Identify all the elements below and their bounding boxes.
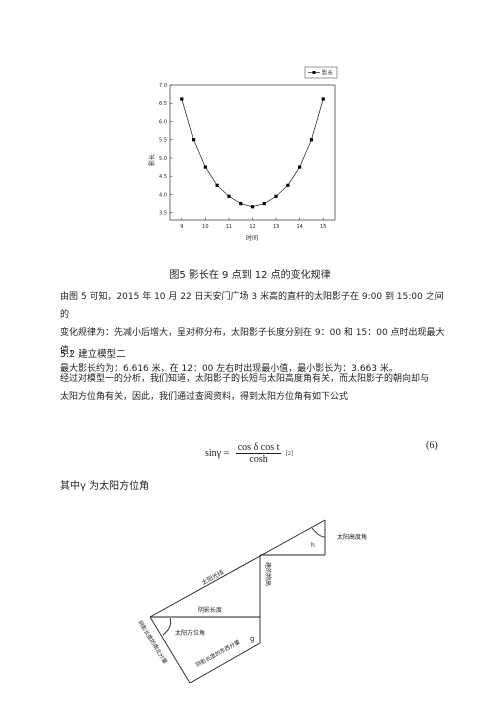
- where-note: 其中γ 为太阳方位角: [60, 481, 150, 492]
- series-line: [181, 98, 324, 208]
- label-g: g: [250, 635, 254, 643]
- label-ew-component: 阴影长度的东西分量: [194, 638, 242, 669]
- x-tick-label: 15: [320, 224, 326, 230]
- shadow-geometry-diagram: 太阳高度角 h 太阳光线 建的物高 阴影长度 太阳方位角 阴影长度的东西分量 阴…: [136, 519, 367, 684]
- data-point: [191, 138, 196, 142]
- section-heading: 5.2 建立模型二: [60, 349, 126, 360]
- formula-denominator: cosh: [249, 454, 268, 465]
- paragraph-model: 经过对模型一的分析，我们知道，太阳影子的长短与太阳高度角有关，而太阳影子的朝向却…: [60, 370, 450, 406]
- label-shadow-length: 阴影长度: [198, 606, 222, 614]
- shadow-length-chart: 3.5 4.0 4.5 5.0 5.5 6.0 6.5 7.0 9 10 11 12 13 14 15 影…: [148, 66, 338, 242]
- paragraph-result: 由图 5 可知，2015 年 10 月 22 日天安门广场 3 米高的直杆的太阳…: [60, 288, 450, 378]
- x-tick-label: 14: [296, 224, 302, 230]
- data-point: [262, 201, 266, 206]
- y-tick-label: 6.5: [159, 101, 167, 107]
- equation-number: (6): [426, 440, 438, 451]
- x-tick-label: 13: [273, 224, 279, 230]
- plot-frame: [169, 84, 336, 221]
- series-markers: [180, 97, 325, 209]
- data-point: [215, 183, 219, 187]
- data-point: [250, 205, 255, 209]
- data-point: [286, 183, 290, 187]
- data-point: [309, 138, 314, 142]
- y-tick-label: 5.0: [159, 156, 167, 162]
- ns-component-line: [149, 616, 191, 684]
- x-tick-label: 9: [180, 224, 183, 230]
- y-tick-label: 7.0: [159, 83, 167, 89]
- y-tick-label: 5.5: [159, 138, 167, 144]
- paragraph-line: 最大影长约为：6.616 米，在 12：00 左右时出现最小值，最小影长为：3.…: [60, 364, 398, 374]
- y-tick-label: 4.5: [159, 174, 167, 180]
- formula-lhs: sinγ =: [205, 447, 230, 459]
- label-ns-component: 阴影长度的南北分量: [136, 619, 169, 666]
- x-tick-label: 11: [226, 224, 232, 230]
- legend: 影长: [304, 66, 338, 79]
- data-point: [203, 165, 207, 169]
- legend-marker: [312, 71, 316, 74]
- paragraph-line: 由图 5 可知，2015 年 10 月 22 日天安门广场 3 米高的直杆的太阳…: [60, 292, 444, 320]
- data-point: [274, 194, 278, 198]
- sunray-line: [149, 519, 326, 618]
- y-axis-ticks: 3.5 4.0 4.5 5.0 5.5 6.0 6.5 7.0: [159, 83, 173, 217]
- altitude-arc: [311, 527, 326, 538]
- paragraph-line: 太阳方位角有关，因此，我们通过查阅资料，得到太阳方位角有如下公式: [60, 392, 349, 402]
- ew-component-line: [189, 642, 261, 684]
- data-point: [227, 194, 231, 198]
- label-h: h: [311, 542, 315, 549]
- formula-fraction: cos δ cos t cosh: [235, 442, 282, 465]
- label-azimuth: 太阳方位角: [175, 629, 205, 637]
- azimuth-arc: [162, 617, 172, 636]
- y-tick-label: 4.0: [159, 192, 167, 198]
- azimuth-formula: sinγ = cos δ cos t cosh [2]: [205, 442, 293, 465]
- data-point: [180, 97, 184, 101]
- data-point: [239, 201, 243, 206]
- legend-label: 影长: [322, 69, 334, 77]
- figure-caption: 图5 影长在 9 点到 12 点的变化规律: [169, 270, 331, 281]
- x-tick-label: 10: [202, 224, 208, 230]
- data-point: [321, 97, 325, 101]
- paragraph-line: 变化规律为：先减小后增大，呈对称分布，太阳影子长度分别在 9：00 和 15：0…: [60, 328, 445, 356]
- formula-citation: [2]: [285, 450, 293, 457]
- legend-box: [304, 66, 338, 79]
- y-tick-label: 3.5: [159, 211, 167, 217]
- formula-numerator: cos δ cos t: [235, 442, 282, 454]
- label-pole: 建的物高: [264, 562, 272, 586]
- x-tick-label: 12: [249, 224, 255, 230]
- paragraph-line: 经过对模型一的分析，我们知道，太阳影子的长短与太阳高度角有关，而太阳影子的朝向却…: [60, 374, 430, 384]
- y-tick-label: 6.0: [159, 119, 167, 125]
- label-sun-altitude: 太阳高度角: [337, 533, 367, 541]
- y-axis-label: 影长: [148, 154, 156, 166]
- x-axis-label: 时间: [246, 234, 258, 242]
- data-point: [298, 165, 302, 169]
- x-axis-ticks: 9 10 11 12 13 14 15: [180, 217, 326, 230]
